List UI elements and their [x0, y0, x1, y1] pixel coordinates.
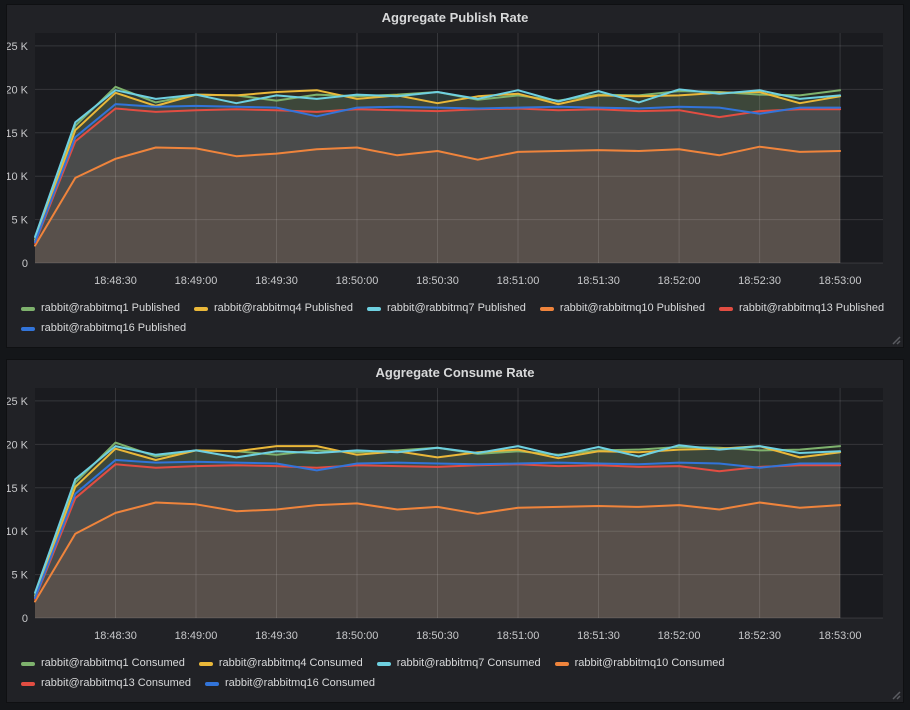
x-axis-tick-label: 18:51:00	[497, 275, 540, 287]
legend-item[interactable]: rabbit@rabbitmq16 Consumed	[204, 674, 375, 693]
y-axis-tick-label: 25 K	[7, 41, 29, 53]
x-axis-tick-label: 18:50:00	[336, 630, 379, 642]
legend-series-color-icon	[21, 661, 35, 666]
publish-rate-time-series-chart[interactable]: 0 5 K 10 K 15 K 20 K 25 K 18:48:30 18:49:00 18:4…	[7, 31, 903, 293]
y-axis-tick-label: 20 K	[7, 439, 29, 451]
panel-title[interactable]: Aggregate Publish Rate	[381, 10, 529, 25]
legend-series-label: rabbit@rabbitmq4 Published	[213, 302, 353, 314]
x-axis-tick-label: 18:49:30	[255, 630, 298, 642]
legend-item[interactable]: rabbit@rabbitmq4 Consumed	[198, 654, 363, 673]
legend-series-label: rabbit@rabbitmq13 Consumed	[41, 677, 191, 689]
x-axis-tick-label: 18:49:30	[255, 275, 298, 287]
x-axis-tick-label: 18:51:30	[577, 275, 620, 287]
x-axis-tick-label: 18:50:00	[336, 275, 379, 287]
x-axis-tick-label: 18:50:30	[416, 630, 459, 642]
y-axis-tick-label: 15 K	[7, 128, 29, 140]
legend-series-color-icon	[366, 306, 381, 311]
x-axis-tick-label: 18:50:30	[416, 275, 459, 287]
x-axis-tick-label: 18:51:30	[577, 630, 620, 642]
x-axis-tick-label: 18:52:00	[658, 275, 701, 287]
x-axis-tick-label: 18:53:00	[819, 275, 862, 287]
legend-series-color-icon	[21, 306, 35, 311]
legend-series-color-icon	[21, 326, 35, 331]
y-axis-tick-label: 10 K	[7, 526, 29, 538]
x-axis-tick-label: 18:49:00	[175, 275, 218, 287]
y-axis-tick-label: 10 K	[7, 171, 29, 183]
x-axis-tick-label: 18:48:30	[94, 275, 137, 287]
y-axis-tick-label: 5 K	[11, 215, 28, 227]
panel-title[interactable]: Aggregate Consume Rate	[375, 365, 535, 380]
y-axis-tick-label: 5 K	[11, 570, 28, 582]
consume-rate-time-series-chart[interactable]: 0 5 K 10 K 15 K 20 K 25 K 18:48:30 18:49:00 18:4…	[7, 386, 903, 648]
consume-chart-legend: rabbit@rabbitmq1 Consumed rabbit@rabbitmq…	[7, 648, 903, 693]
legend-series-color-icon	[719, 306, 733, 311]
y-axis-tick-label: 0	[22, 613, 28, 625]
legend-series-label: rabbit@rabbitmq10 Published	[559, 302, 705, 314]
panel-resize-handle-icon[interactable]	[891, 690, 901, 700]
legend-series-label: rabbit@rabbitmq1 Published	[41, 302, 180, 314]
panel-aggregate-consume-rate: Aggregate Consume Rate 0 5 K 10 K 15 K 20 K 2…	[7, 360, 903, 702]
legend-series-label: rabbit@rabbitmq7 Published	[386, 302, 526, 314]
legend-series-color-icon	[198, 661, 213, 666]
x-axis-tick-label: 18:51:00	[497, 630, 540, 642]
panel-aggregate-publish-rate: Aggregate Publish Rate 0 5 K 10 K 15 K 20 K 2…	[7, 5, 903, 347]
y-axis-tick-label: 15 K	[7, 483, 29, 495]
x-axis-tick-label: 18:49:00	[175, 630, 218, 642]
x-axis-tick-label: 18:53:00	[819, 630, 862, 642]
publish-chart-legend: rabbit@rabbitmq1 Published rabbit@rabbitm…	[7, 293, 903, 338]
legend-item[interactable]: rabbit@rabbitmq7 Consumed	[376, 654, 541, 673]
y-axis-tick-label: 25 K	[7, 396, 29, 408]
legend-series-color-icon	[204, 681, 219, 686]
legend-series-color-icon	[539, 306, 554, 311]
legend-item[interactable]: rabbit@rabbitmq16 Published	[21, 319, 186, 338]
legend-series-label: rabbit@rabbitmq7 Consumed	[396, 657, 541, 669]
legend-item[interactable]: rabbit@rabbitmq4 Published	[193, 299, 353, 318]
x-axis-tick-label: 18:48:30	[94, 630, 137, 642]
legend-series-color-icon	[376, 661, 391, 666]
legend-item[interactable]: rabbit@rabbitmq10 Consumed	[554, 654, 725, 673]
x-axis-tick-label: 18:52:30	[738, 630, 781, 642]
legend-item[interactable]: rabbit@rabbitmq1 Published	[21, 299, 180, 318]
legend-series-color-icon	[21, 681, 35, 686]
legend-series-label: rabbit@rabbitmq1 Consumed	[41, 657, 185, 669]
legend-item[interactable]: rabbit@rabbitmq1 Consumed	[21, 654, 185, 673]
legend-item[interactable]: rabbit@rabbitmq7 Published	[366, 299, 526, 318]
legend-series-color-icon	[554, 661, 569, 666]
legend-series-label: rabbit@rabbitmq13 Published	[739, 302, 885, 314]
legend-series-color-icon	[193, 306, 208, 311]
x-axis-tick-label: 18:52:00	[658, 630, 701, 642]
legend-item[interactable]: rabbit@rabbitmq13 Consumed	[21, 674, 191, 693]
legend-item[interactable]: rabbit@rabbitmq10 Published	[539, 299, 705, 318]
legend-series-label: rabbit@rabbitmq16 Published	[41, 322, 187, 334]
legend-series-label: rabbit@rabbitmq16 Consumed	[224, 677, 375, 689]
legend-item[interactable]: rabbit@rabbitmq13 Published	[719, 299, 884, 318]
y-axis-tick-label: 0	[22, 258, 28, 270]
y-axis-tick-label: 20 K	[7, 84, 29, 96]
panel-resize-handle-icon[interactable]	[891, 335, 901, 345]
legend-series-label: rabbit@rabbitmq4 Consumed	[218, 657, 363, 669]
legend-series-label: rabbit@rabbitmq10 Consumed	[574, 657, 725, 669]
x-axis-tick-label: 18:52:30	[738, 275, 781, 287]
